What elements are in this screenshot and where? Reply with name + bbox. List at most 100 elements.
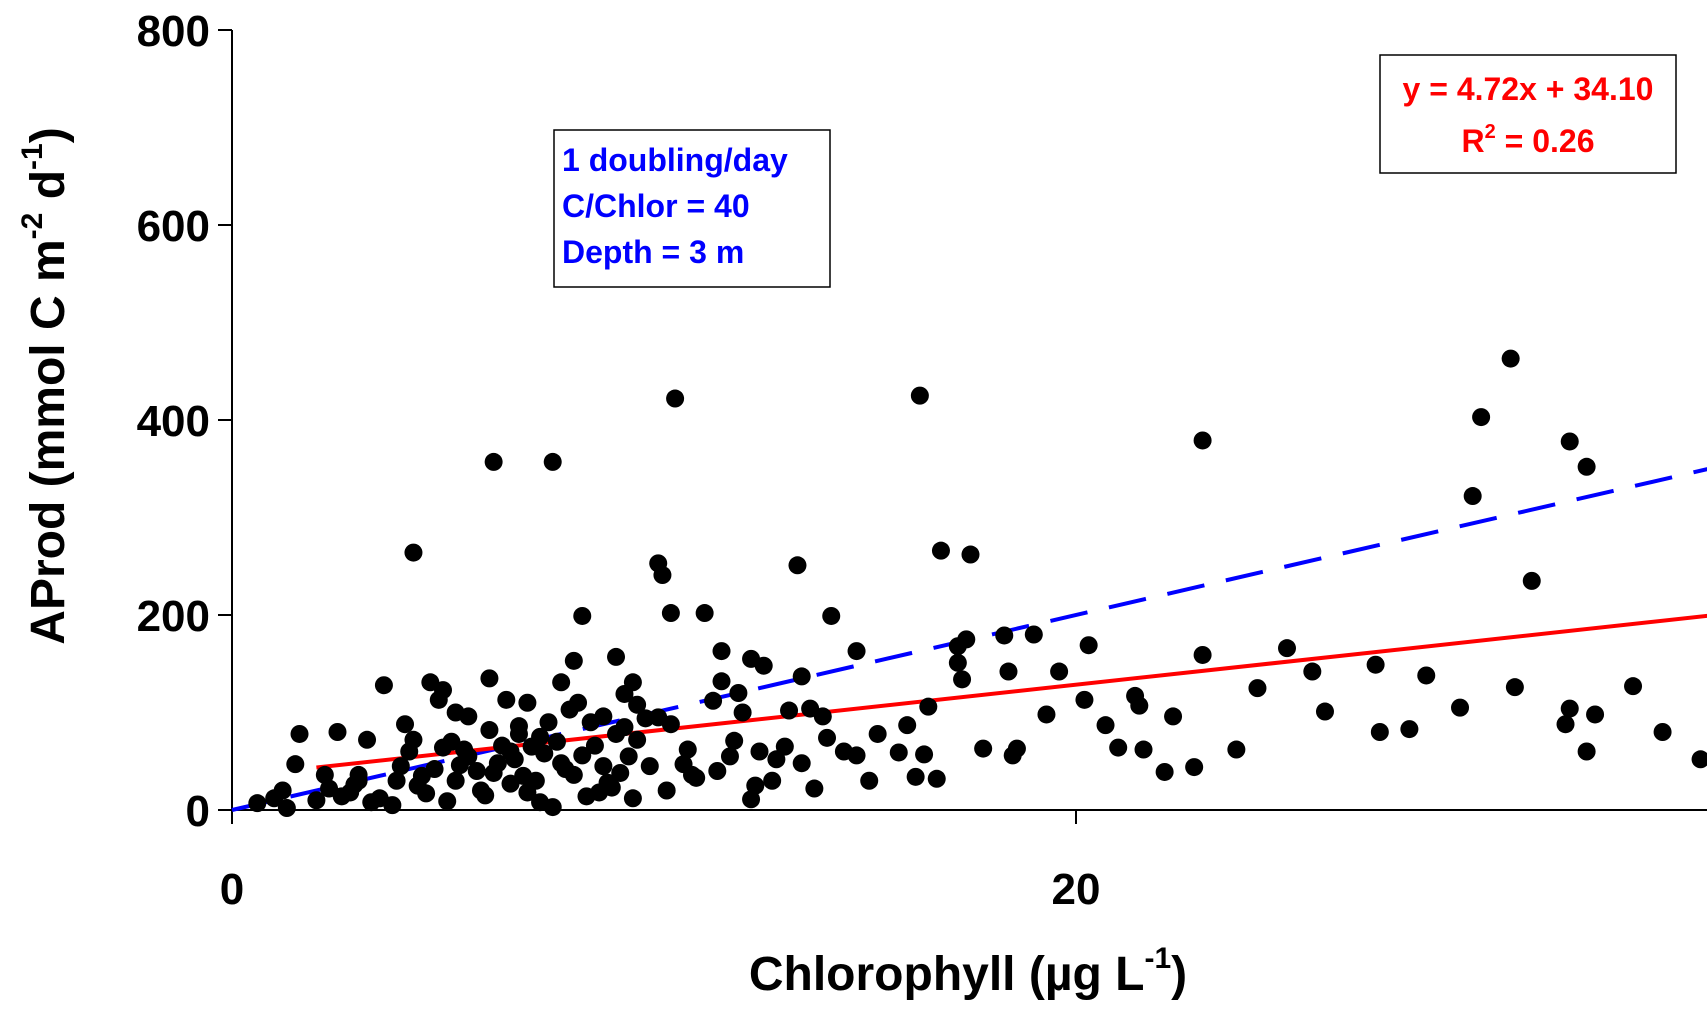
data-point [248, 794, 267, 813]
regression-annotation-box: y = 4.72x + 34.10 R2 = 0.26 [1379, 54, 1677, 174]
data-point [564, 651, 583, 670]
data-point [387, 771, 406, 790]
data-point [362, 793, 381, 812]
data-point [1134, 740, 1153, 759]
x-axis-title: Chlorophyll (µg L-1) [749, 942, 1187, 1001]
data-point [792, 754, 811, 773]
data-point [910, 386, 929, 405]
data-point [1366, 655, 1385, 674]
data-point [585, 736, 604, 755]
data-point [628, 730, 647, 749]
data-point [974, 739, 993, 758]
data-point [999, 662, 1018, 681]
data-point [332, 787, 351, 806]
data-point [995, 626, 1014, 645]
data-point [265, 789, 284, 808]
data-point [780, 701, 799, 720]
data-point [1586, 705, 1605, 724]
data-point [509, 724, 528, 743]
data-point [590, 783, 609, 802]
data-point [434, 738, 452, 757]
y-axis-title: AProd (mmol C m-2 d-1) [16, 127, 75, 644]
data-point [615, 684, 634, 703]
data-point [708, 762, 727, 780]
data-point [666, 389, 685, 408]
data-point [927, 769, 946, 788]
data-point [712, 642, 731, 661]
data-point [594, 707, 613, 726]
data-point [518, 693, 537, 712]
data-point [1193, 431, 1212, 450]
data-point [446, 771, 465, 790]
model-annotation-box: 1 doubling/day C/Chlor = 40 Depth = 3 m [553, 129, 831, 288]
regression-equation: y = 4.72x + 34.10 [1403, 71, 1654, 107]
data-point [961, 545, 980, 564]
data-point [695, 604, 714, 623]
data-point [628, 695, 647, 714]
data-point [725, 731, 744, 750]
data-point [1096, 716, 1115, 735]
data-point [915, 745, 934, 764]
data-point [1560, 432, 1579, 451]
data-point [552, 673, 571, 692]
data-point [1185, 758, 1204, 777]
data-point [1079, 636, 1098, 655]
data-point [611, 763, 630, 782]
data-point [1075, 690, 1094, 709]
y-tick-label: 800 [137, 7, 210, 56]
data-point [720, 747, 739, 766]
data-point [898, 716, 917, 735]
data-point [1303, 662, 1322, 681]
data-point [1556, 715, 1575, 734]
data-point [1037, 705, 1056, 724]
data-point [429, 690, 448, 709]
data-point [805, 779, 824, 798]
data-point [307, 791, 326, 810]
model-line [231, 467, 1707, 812]
data-point [1278, 639, 1296, 658]
data-point [277, 799, 296, 818]
data-point [948, 653, 967, 672]
data-point [953, 670, 972, 689]
data-point [813, 707, 832, 726]
data-point [391, 757, 410, 776]
data-point [1130, 696, 1149, 715]
data-point [438, 792, 457, 811]
data-point [1164, 707, 1183, 726]
data-point [573, 606, 592, 625]
model-annotation-line-2: C/Chlor = 40 [562, 188, 750, 224]
data-point [286, 755, 305, 774]
data-point [539, 713, 558, 732]
data-point [847, 642, 866, 661]
data-points [248, 84, 1707, 818]
data-point [1505, 678, 1524, 697]
y-tick-label: 400 [137, 397, 210, 446]
data-point [712, 672, 731, 691]
data-point [1624, 677, 1643, 696]
tick-labels: 02004006008000204060 [137, 7, 1101, 914]
data-point [404, 730, 423, 749]
data-point [931, 541, 950, 560]
data-point [345, 775, 364, 794]
data-point [868, 724, 887, 743]
data-point [480, 721, 499, 740]
y-tick-label: 600 [137, 202, 210, 251]
data-point [860, 771, 879, 790]
data-point [623, 789, 642, 808]
data-point [446, 703, 465, 722]
x-tick-label: 0 [220, 865, 244, 914]
data-point [733, 703, 752, 722]
data-point [543, 798, 562, 817]
data-point [1463, 487, 1482, 506]
data-point [750, 742, 769, 761]
y-tick-label: 200 [137, 592, 210, 641]
axes [218, 29, 1707, 824]
data-point [746, 776, 765, 795]
data-point [358, 730, 377, 749]
data-point [1193, 645, 1212, 664]
data-point [1560, 699, 1579, 718]
data-point [497, 690, 516, 709]
data-point [729, 684, 748, 702]
data-point [573, 746, 592, 765]
